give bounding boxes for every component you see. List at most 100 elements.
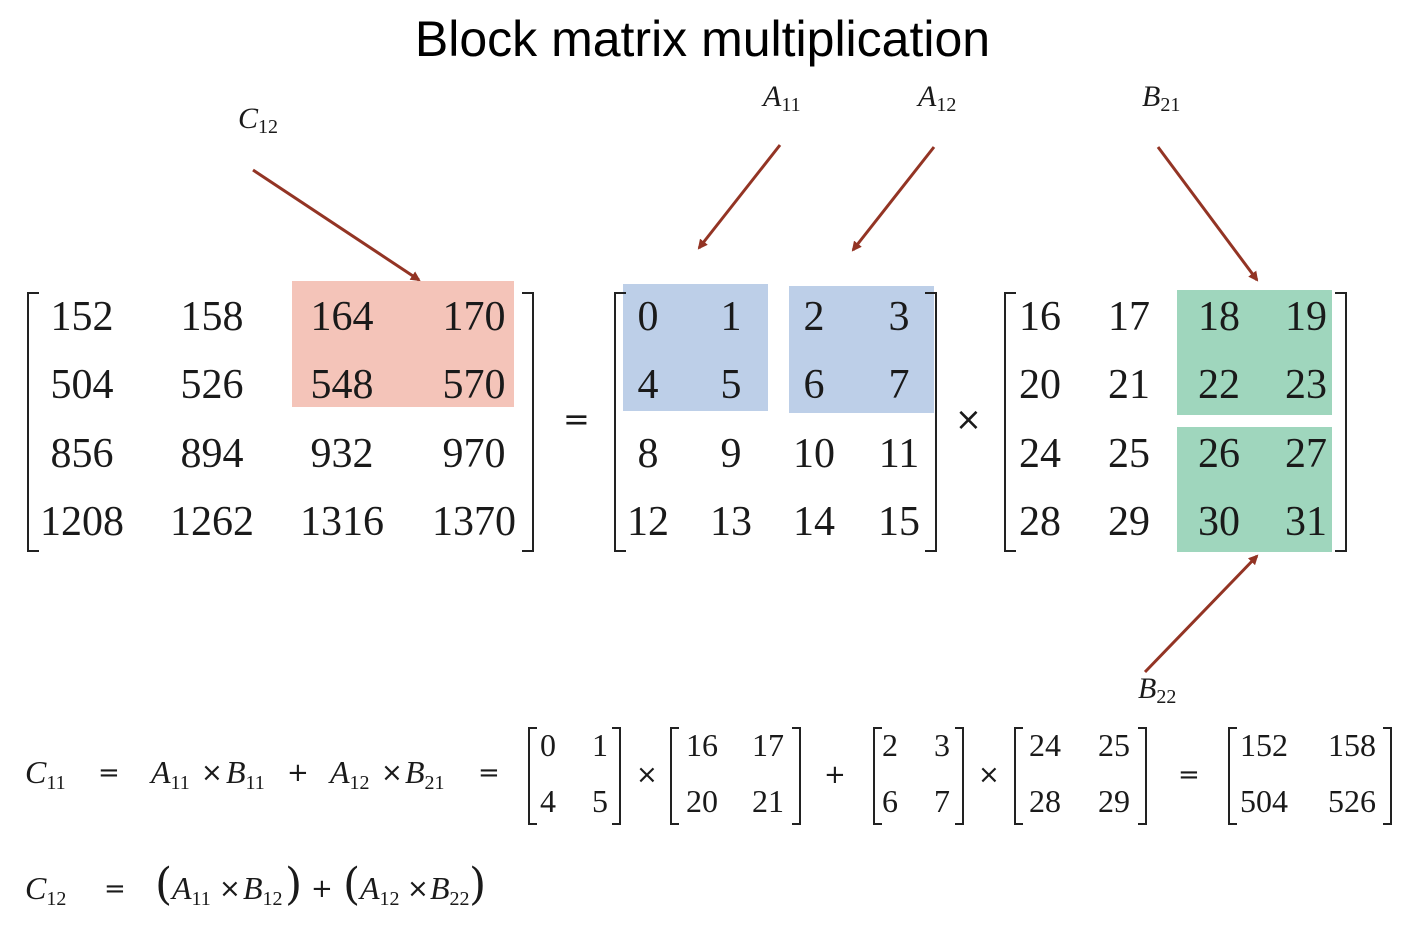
eq1-b21: B21 [405,754,445,794]
matrix-b-cell: 20 [1019,362,1061,408]
matrix-c-cell: 1370 [432,499,516,545]
matrix-c-cell: 158 [180,294,244,340]
matrix-b-cell: 29 [1108,499,1150,545]
matrix-b-cell: 27 [1285,431,1327,477]
eq1-equals-3: = [1178,760,1200,790]
eq1-times-1: × [201,758,223,788]
eq1-m3-cell: 2 [882,727,898,763]
matrix-c-cell: 164 [310,294,374,340]
matrix-a-cell: 4 [637,362,659,408]
label-c12: C12 [238,102,279,138]
eq2-lparen-1: ( [155,859,173,910]
matrix-a-cell: 9 [720,431,742,477]
matrix-b-cell: 17 [1108,294,1150,340]
eq1-m5-cell: 526 [1328,783,1376,819]
matrix-c-cell: 548 [310,362,374,408]
eq1-b11: B11 [226,754,265,794]
eq2-b12: B12 [243,870,283,910]
eq2-c12: C12 [25,870,67,910]
eq1-plus: + [287,758,309,788]
matrix-c-cell: 1208 [40,499,124,545]
eq1-c11: C11 [25,754,66,794]
eq1-m2-left-bracket [670,727,679,825]
b22-highlight [1177,427,1332,552]
times-sign: × [955,400,982,438]
matrix-a-cell: 2 [803,294,825,340]
matrix-c-cell: 932 [310,431,374,477]
matrix-a-cell: 12 [627,499,669,545]
eq1-m2-cell: 21 [752,783,784,819]
label-b21: B21 [1142,80,1181,116]
eq2-b22: B22 [430,870,470,910]
label-a11: A11 [763,80,801,116]
equals-sign: = [563,400,590,438]
eq1-m2-cell: 17 [752,727,784,763]
a11-highlight [623,284,768,411]
arrow-a12 [851,146,936,252]
matrix-c-cell: 526 [180,362,244,408]
eq1-m1-cell: 4 [540,783,556,819]
arrow-b22 [1143,554,1259,674]
eq1-times-3: × [636,760,658,790]
eq2-equals: = [104,874,126,904]
eq1-m3-cell: 7 [934,783,950,819]
matrix-a-cell: 8 [637,431,659,477]
eq1-m4-cell: 28 [1029,783,1061,819]
eq2-lparen-2: ( [343,859,361,910]
eq1-m3-right-bracket [955,727,964,825]
eq2-times-2: × [407,874,429,904]
eq1-a12: A12 [330,754,370,794]
eq1-m5-right-bracket [1383,727,1392,825]
label-b22: B22 [1138,672,1177,708]
matrix-b-cell: 19 [1285,294,1327,340]
matrix-c-cell: 856 [50,431,114,477]
eq1-m2-cell: 20 [686,783,718,819]
matrix-c-cell: 504 [50,362,114,408]
matrix-b-cell: 24 [1019,431,1061,477]
matrix-a-cell: 14 [793,499,835,545]
eq1-m1-cell: 5 [592,783,608,819]
eq1-m5-cell: 158 [1328,727,1376,763]
eq1-m5-left-bracket [1228,727,1237,825]
matrix-a-cell: 13 [710,499,752,545]
eq1-times-2: × [381,758,403,788]
matrix-a-cell: 10 [793,431,835,477]
matrix-c-left-bracket [27,292,39,552]
eq1-m1-right-bracket [612,727,621,825]
eq1-m5-cell: 504 [1240,783,1288,819]
matrix-a-cell: 6 [803,362,825,408]
eq1-a11: A11 [151,754,190,794]
eq2-rparen-2: ) [469,859,487,910]
eq1-m3-left-bracket [873,727,882,825]
matrix-c-cell: 1262 [170,499,254,545]
c12-highlight [292,281,514,407]
matrix-a-cell: 3 [888,294,910,340]
matrix-c-cell: 894 [180,431,244,477]
matrix-b-cell: 16 [1019,294,1061,340]
matrix-a-cell: 5 [720,362,742,408]
matrix-c-cell: 970 [442,431,506,477]
eq1-m4-cell: 24 [1029,727,1061,763]
matrix-b-cell: 31 [1285,499,1327,545]
matrix-b-cell: 22 [1198,362,1240,408]
eq1-m4-cell: 25 [1098,727,1130,763]
matrix-a-cell: 7 [888,362,910,408]
eq1-m1-left-bracket [528,727,537,825]
matrix-c-right-bracket [522,292,534,552]
matrix-a-cell: 1 [720,294,742,340]
matrix-b-cell: 30 [1198,499,1240,545]
eq1-m4-cell: 29 [1098,783,1130,819]
eq1-m3-cell: 6 [882,783,898,819]
matrix-b-cell: 25 [1108,431,1150,477]
eq1-equals-1: = [98,758,120,788]
eq2-a12: A12 [360,870,400,910]
arrow-c12 [252,168,421,282]
eq1-m3-cell: 3 [934,727,950,763]
label-a12: A12 [918,80,957,116]
diagram-title: Block matrix multiplication [414,11,991,67]
matrix-b-cell: 26 [1198,431,1240,477]
eq1-times-4: × [978,760,1000,790]
eq2-rparen-1: ) [285,859,303,910]
eq1-m4-right-bracket [1138,727,1147,825]
